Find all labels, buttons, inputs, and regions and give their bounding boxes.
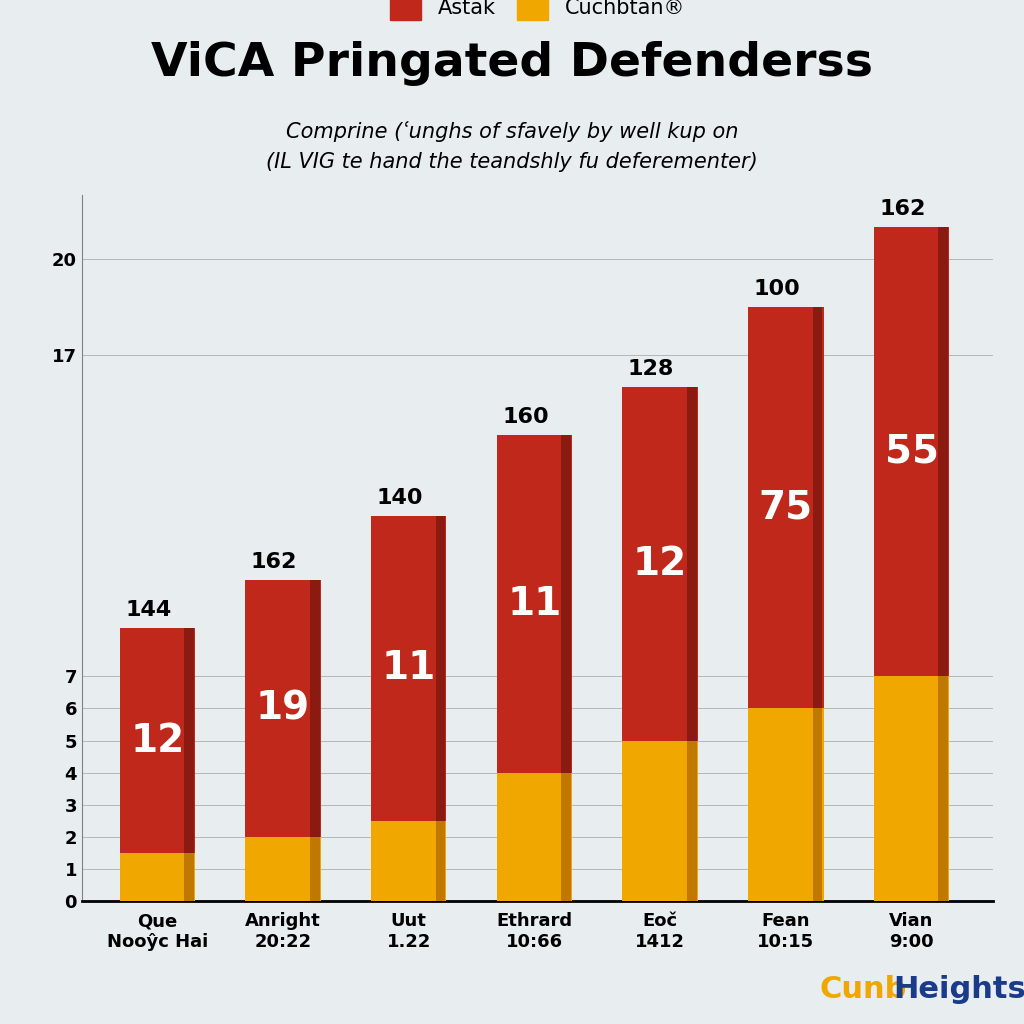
Text: Heights: Heights — [893, 975, 1024, 1004]
Text: 162: 162 — [880, 199, 926, 219]
Bar — [623, 740, 698, 901]
Text: ViCA Pringated Defenderss: ViCA Pringated Defenderss — [151, 41, 873, 86]
Text: 12: 12 — [633, 545, 687, 583]
Bar — [938, 226, 948, 676]
Text: 160: 160 — [502, 408, 549, 427]
Bar — [184, 853, 194, 901]
Bar — [184, 628, 194, 853]
Bar — [813, 307, 822, 709]
Bar — [873, 676, 949, 901]
Bar — [435, 516, 445, 821]
Bar — [749, 307, 823, 709]
Bar — [435, 821, 445, 901]
Bar — [561, 435, 571, 773]
Bar — [687, 740, 696, 901]
Legend: Astak, Cuchbtan®: Astak, Cuchbtan® — [382, 0, 693, 28]
Bar — [497, 773, 572, 901]
Text: 100: 100 — [754, 279, 800, 299]
Text: 144: 144 — [125, 600, 171, 621]
Text: 162: 162 — [251, 552, 297, 572]
Bar — [120, 853, 195, 901]
Bar — [813, 709, 822, 901]
Text: Cunb: Cunb — [819, 975, 906, 1004]
Bar — [687, 387, 696, 740]
Text: Comprine (ʿunghs of sfavely by well kup on: Comprine (ʿunghs of sfavely by well kup … — [286, 121, 738, 142]
Bar — [310, 837, 319, 901]
Bar — [120, 628, 195, 853]
Text: 75: 75 — [759, 488, 813, 526]
Bar — [246, 837, 321, 901]
Text: (IL VIG te hand the teandshly fu deferementer): (IL VIG te hand the teandshly fu deferem… — [266, 152, 758, 172]
Text: 128: 128 — [628, 359, 674, 379]
Text: 12: 12 — [130, 722, 184, 760]
Bar — [246, 580, 321, 837]
Text: 19: 19 — [256, 689, 310, 727]
Text: 140: 140 — [377, 487, 423, 508]
Bar — [561, 773, 571, 901]
Bar — [749, 709, 823, 901]
Bar — [497, 435, 572, 773]
Text: 55: 55 — [885, 432, 939, 470]
Bar — [623, 387, 698, 740]
Text: 11: 11 — [507, 585, 561, 623]
Bar — [938, 676, 948, 901]
Bar — [371, 516, 446, 821]
Bar — [310, 580, 319, 837]
Text: 11: 11 — [382, 649, 436, 687]
Bar — [371, 821, 446, 901]
Bar — [873, 226, 949, 676]
